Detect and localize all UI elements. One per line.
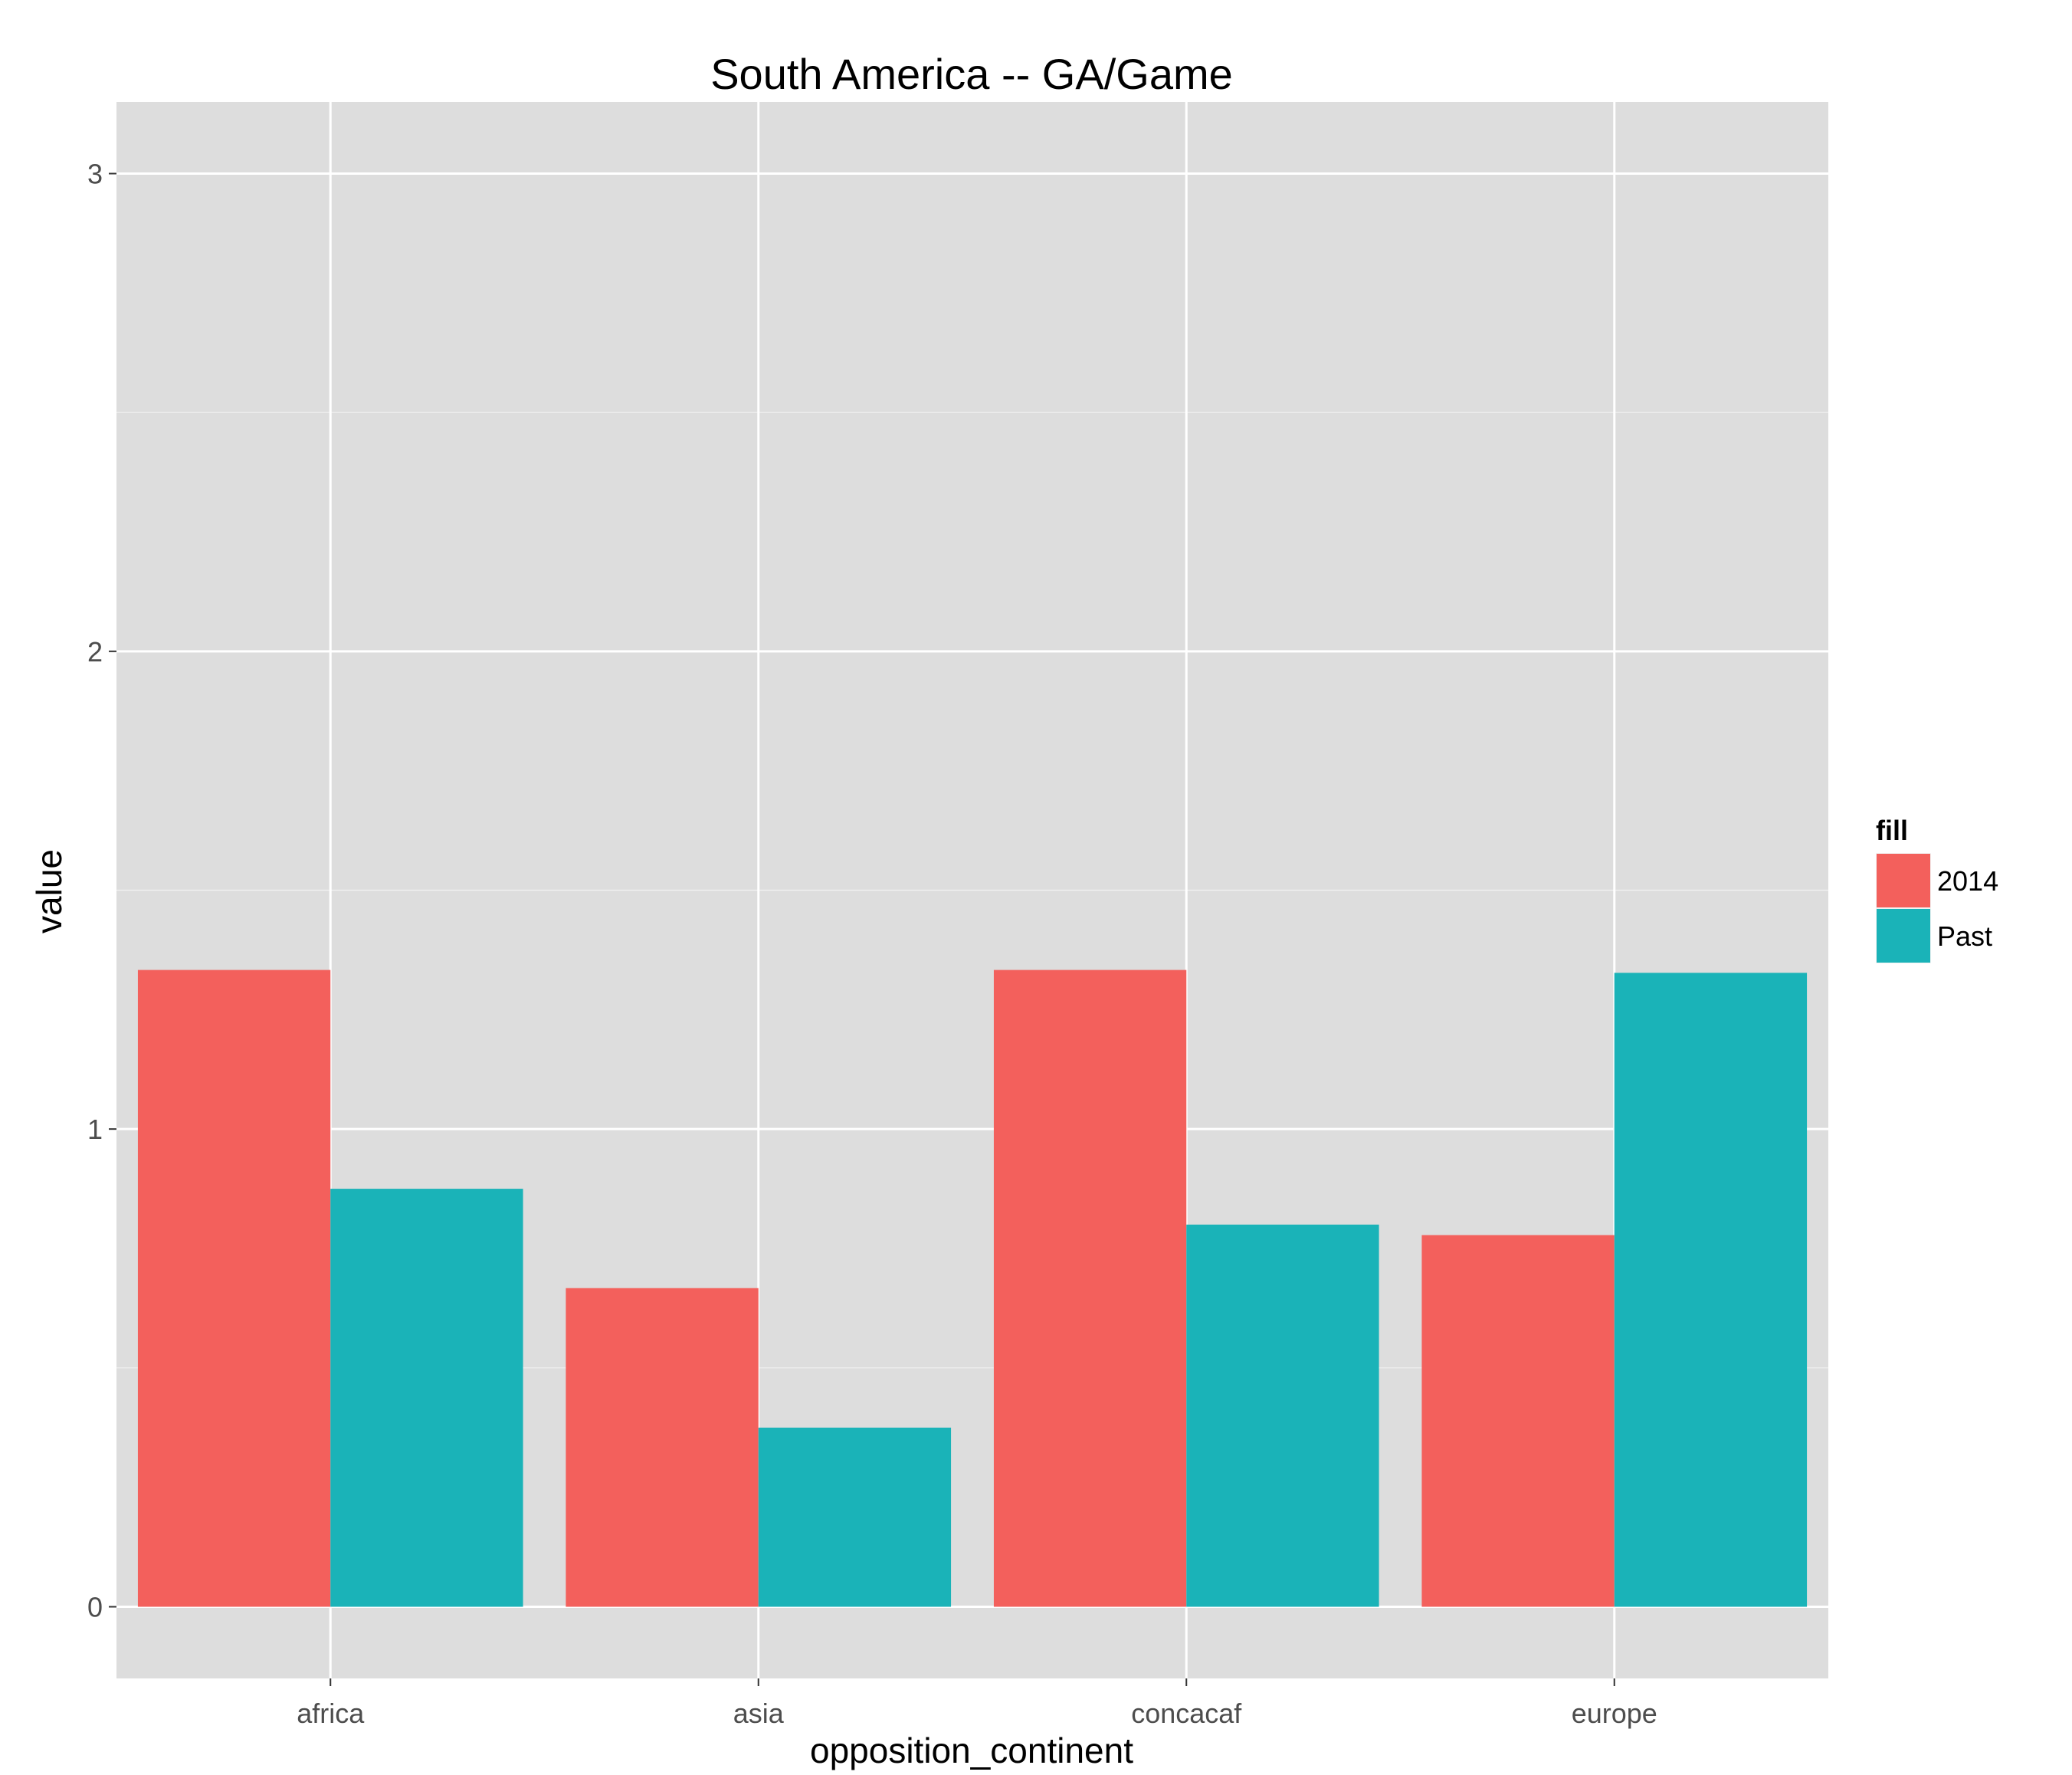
- chart-title: South America -- GA/Game: [710, 50, 1233, 98]
- x-axis: africa asia concacaf europe: [297, 1678, 1657, 1729]
- bar-2014-asia: [566, 1288, 759, 1607]
- legend: fill 2014 Past: [1876, 815, 1998, 963]
- legend-label-2014: 2014: [1937, 865, 1998, 897]
- legend-key-2014: [1877, 854, 1930, 907]
- legend-items: 2014 Past: [1876, 853, 1998, 963]
- bar-2014-africa: [137, 970, 331, 1607]
- x-tick-label: concacaf: [1131, 1698, 1242, 1729]
- legend-label-past: Past: [1937, 920, 1992, 952]
- y-axis-title: value: [29, 849, 69, 933]
- bar-past-concacaf: [1186, 1224, 1379, 1607]
- bar-2014-concacaf: [993, 970, 1187, 1607]
- x-tick-label: africa: [297, 1698, 365, 1729]
- bar-past-europe: [1614, 973, 1808, 1607]
- bars: [137, 970, 1808, 1607]
- x-tick-label: europe: [1572, 1698, 1657, 1729]
- y-tick-label: 1: [87, 1114, 103, 1145]
- x-tick-label: asia: [733, 1698, 785, 1729]
- y-tick-label: 2: [87, 636, 103, 668]
- y-axis: 0 1 2 3: [87, 159, 116, 1623]
- legend-key-past: [1877, 909, 1930, 963]
- bar-past-asia: [758, 1427, 952, 1607]
- y-tick-label: 3: [87, 159, 103, 190]
- y-tick-label: 0: [87, 1592, 103, 1623]
- x-axis-title: opposition_continent: [810, 1731, 1133, 1770]
- legend-title: fill: [1876, 815, 1908, 846]
- bar-2014-europe: [1421, 1235, 1615, 1607]
- bar-past-africa: [330, 1189, 523, 1607]
